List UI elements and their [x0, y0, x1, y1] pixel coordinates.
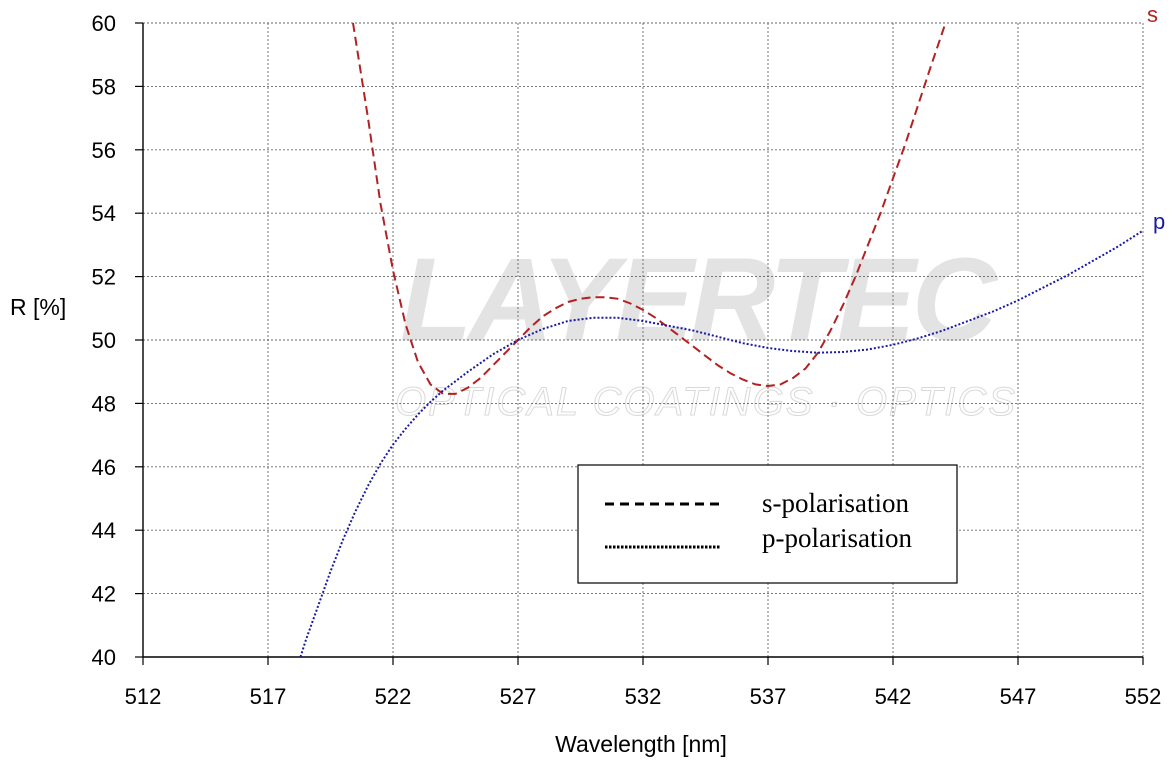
y-tick-label: 48	[92, 391, 116, 416]
x-tick-label: 552	[1125, 684, 1162, 709]
series-lines	[299, 22, 1144, 658]
y-tick-label: 56	[92, 138, 116, 163]
x-tick-label: 517	[250, 684, 287, 709]
x-tick-label: 527	[500, 684, 537, 709]
x-tick-label: 522	[375, 684, 412, 709]
y-tick-label: 60	[92, 11, 116, 36]
legend-box	[577, 464, 958, 584]
x-tick-label: 532	[625, 684, 662, 709]
watermark-tagline: OPTICAL COATINGS · OPTICS	[395, 380, 1017, 424]
series-end-label-p: p	[1153, 209, 1165, 234]
y-tick-label: 40	[92, 645, 116, 670]
x-tick-label: 512	[125, 684, 162, 709]
x-tick-label: 537	[750, 684, 787, 709]
y-tick-label: 50	[92, 328, 116, 353]
x-axis-title: Wavelength [nm]	[555, 731, 727, 757]
series-line-s	[352, 22, 947, 395]
y-tick-label: 54	[92, 201, 116, 226]
watermark-name: LAYERTEC	[400, 234, 999, 366]
x-tick-label: 542	[875, 684, 912, 709]
y-axis-title: R [%]	[10, 294, 66, 320]
x-tick-labels: 512 517 522 527 532 537 542 547 552	[125, 684, 1162, 709]
watermark-logo: LAYERTEC OPTICAL COATINGS · OPTICS	[395, 234, 1017, 425]
y-tick-label: 58	[92, 74, 116, 99]
series-line-p	[299, 229, 1144, 658]
y-tick-labels: 40 42 44 46 48 50 52 54 56 58 60	[92, 11, 116, 670]
legend-label-p: p-polarisation	[762, 523, 912, 553]
series-end-label-s: s	[1147, 2, 1158, 27]
y-tick-label: 42	[92, 582, 116, 607]
axes	[135, 22, 1144, 665]
legend: s-polarisation p-polarisation	[577, 464, 958, 584]
x-tick-label: 547	[1000, 684, 1037, 709]
y-tick-label: 52	[92, 265, 116, 290]
y-tick-label: 44	[92, 518, 116, 543]
series-end-labels: sp	[1147, 2, 1165, 234]
y-tick-label: 46	[92, 455, 116, 480]
legend-label-s: s-polarisation	[762, 488, 909, 518]
